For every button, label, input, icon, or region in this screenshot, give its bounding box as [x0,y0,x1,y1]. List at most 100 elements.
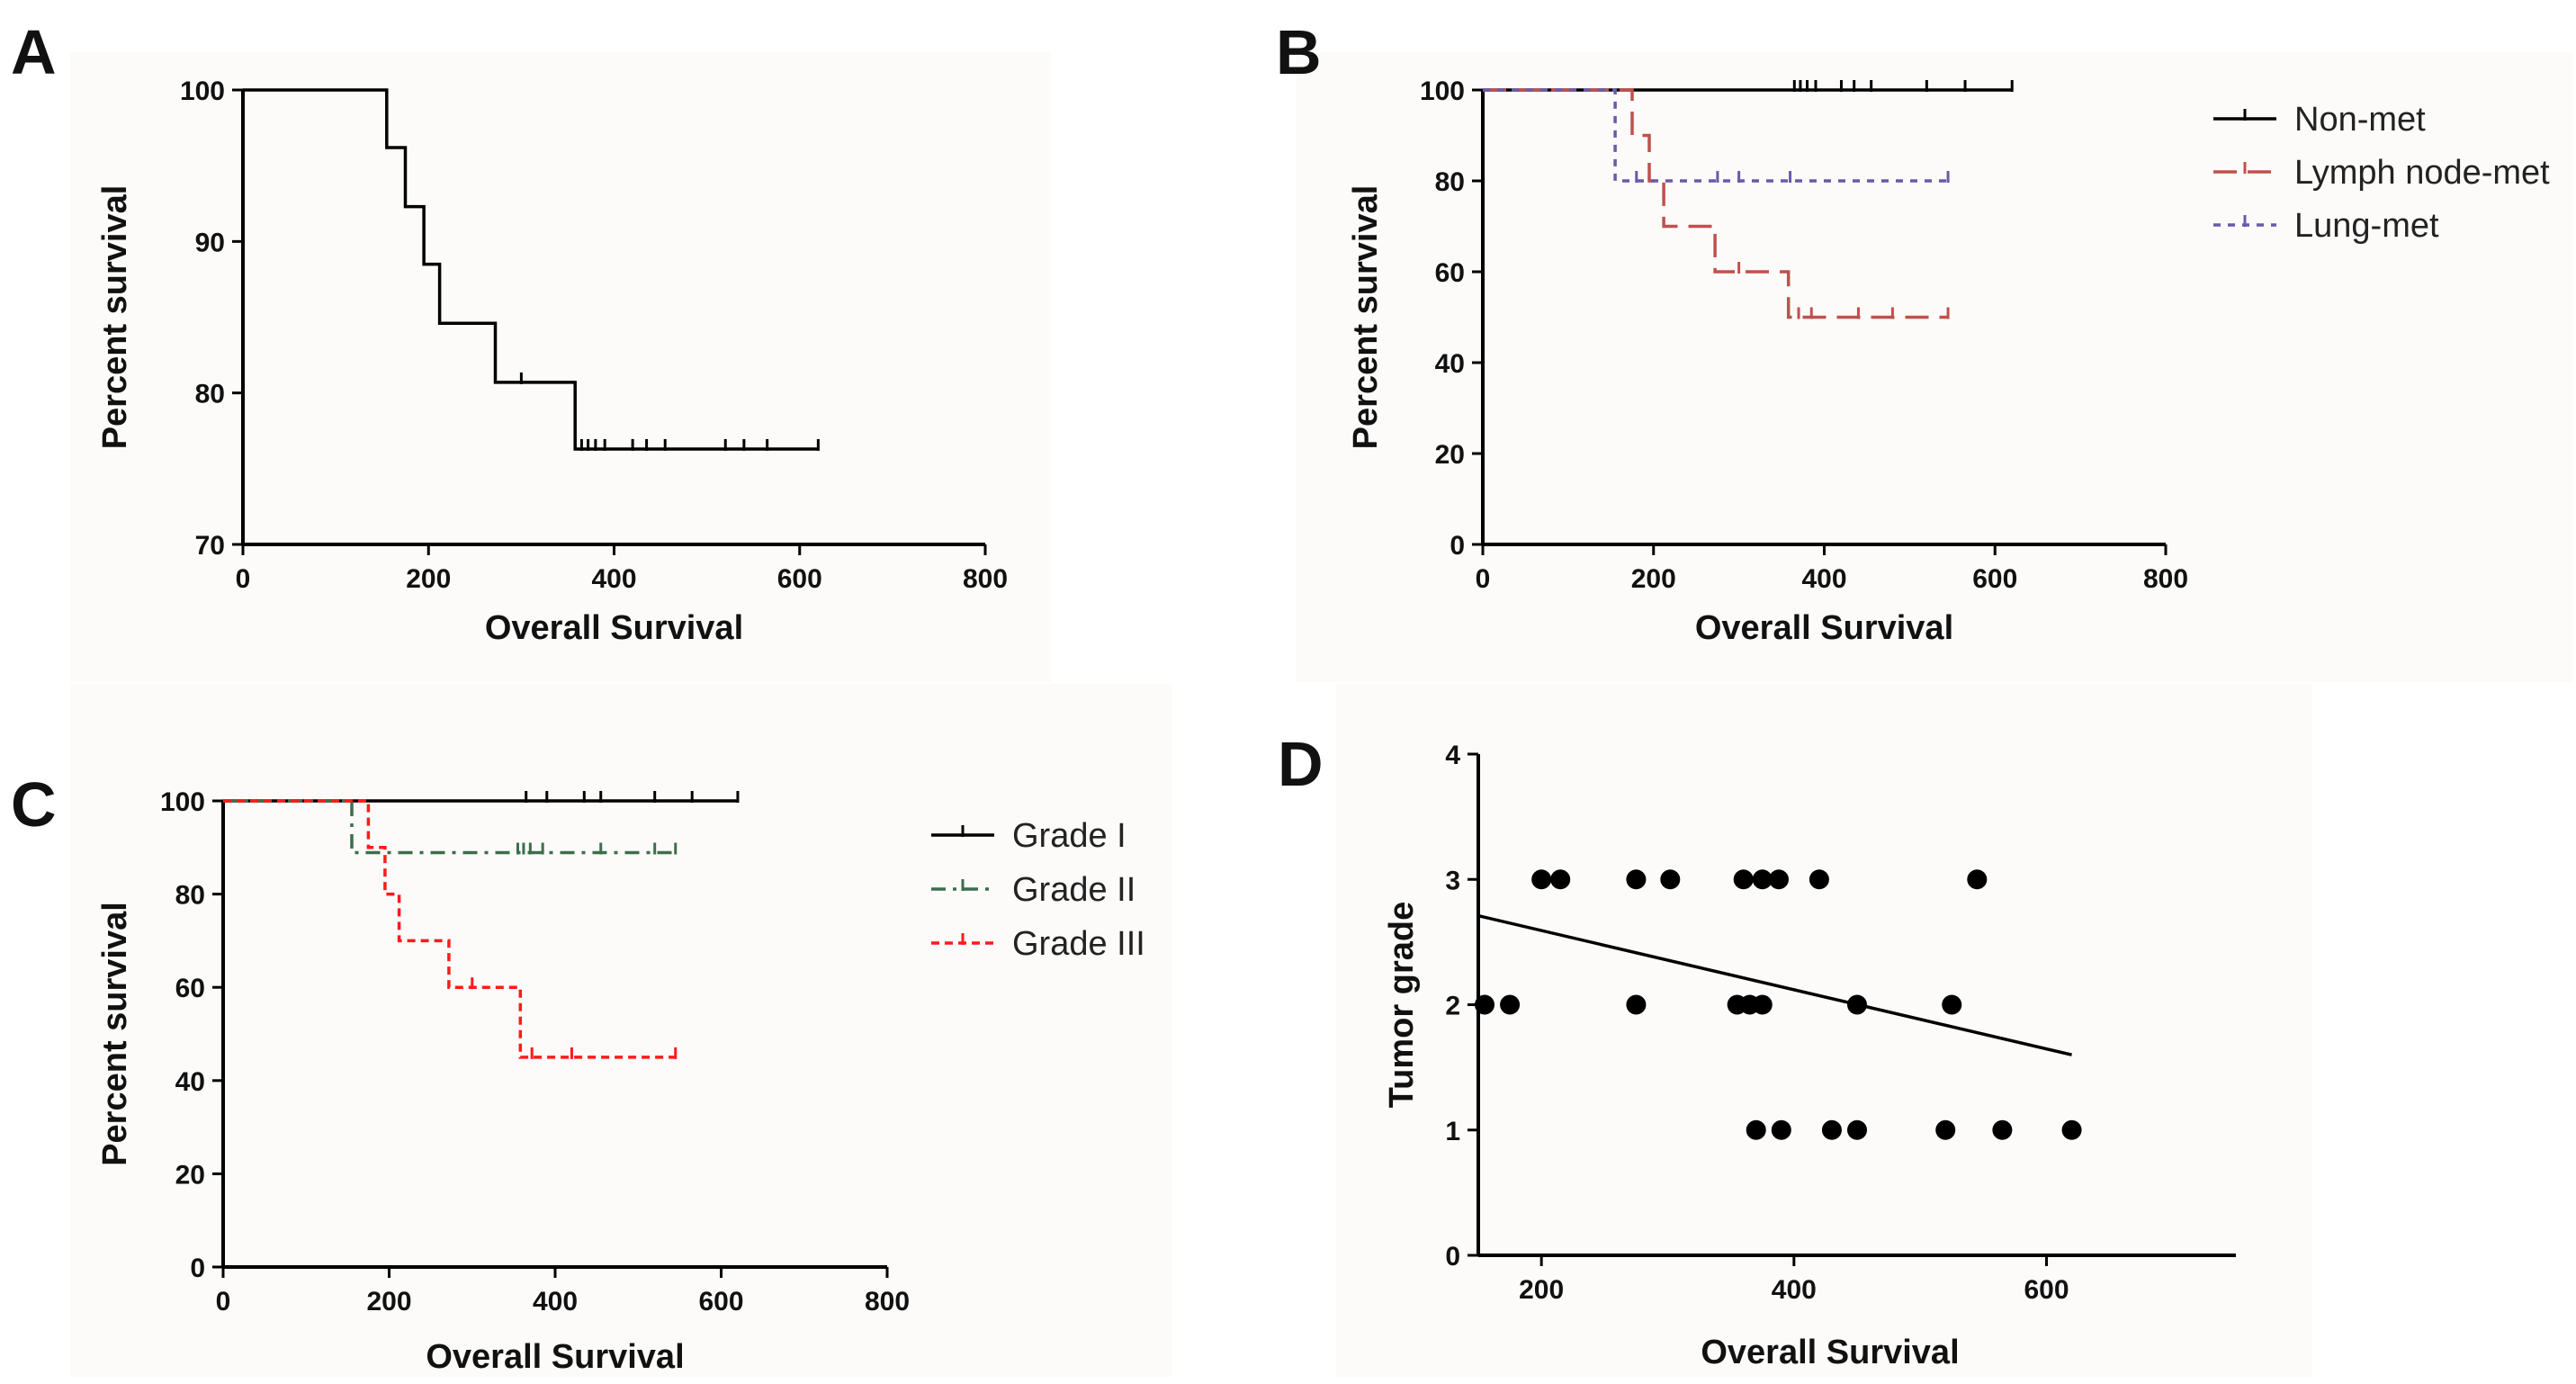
x-tick-label: 600 [2024,1275,2069,1305]
x-tick-label: 400 [591,564,636,594]
x-axis-title: Overall Survival [1701,1334,1959,1371]
data-point [1771,1119,1791,1140]
x-tick-label: 600 [698,1287,743,1317]
y-tick-label: 70 [195,531,225,561]
legend-label: Grade II [1012,871,1135,909]
y-tick-label: 80 [195,380,225,409]
x-tick-label: 200 [366,1287,411,1317]
legend-item: Lymph node-met [2213,154,2550,192]
x-tick-label: 200 [1631,564,1676,594]
panel-a: A 0 200 400 600 800 70 80 90 100 Overall Survival P… [11,17,1051,682]
y-tick-label: 4 [1445,741,1460,770]
y-tick-label: 100 [1420,76,1465,106]
panel-background [1336,684,2312,1377]
y-axis-title: Tumor grade [1383,902,1421,1108]
data-point [1935,1119,1956,1140]
legend-item: Grade II [931,871,1135,909]
legend-item: Grade I [931,817,1126,855]
panel-background [1296,52,2573,682]
data-point [1475,994,1495,1015]
data-point [1752,994,1773,1015]
y-axis-title: Percent survival [96,185,134,450]
y-tick-label: 0 [1445,1242,1460,1272]
x-tick-label: 800 [2143,564,2188,594]
x-tick-label: 400 [1801,564,1846,594]
y-axis-title: Percent survival [96,902,134,1166]
data-point [1500,994,1521,1015]
x-tick-label: 400 [1772,1275,1817,1305]
data-point [1809,869,1829,890]
survival-curve [1483,88,1949,183]
panel-label: D [1278,729,1324,799]
legend-label: Non-met [2294,101,2426,139]
data-point [1847,1119,1867,1140]
survival-curve [223,799,676,855]
x-tick-label: 200 [406,564,451,594]
series-lymph-node-met [1483,88,1950,319]
data-point [2061,1119,2082,1140]
series-lung-met [1483,88,1950,183]
x-tick-label: 0 [236,564,251,594]
panel-label: C [11,769,57,840]
data-point [1942,994,1962,1015]
y-axis-title: Percent survival [1347,185,1385,450]
data-point [1821,1119,1842,1140]
legend-item: Grade III [931,925,1145,963]
y-tick-label: 0 [1450,531,1465,561]
survival-curve [1483,88,1949,319]
y-tick-label: 2 [1445,992,1460,1021]
y-tick-label: 80 [175,881,205,911]
x-tick-label: 600 [777,564,822,594]
y-tick-label: 40 [1435,349,1465,379]
data-point [1992,1119,2013,1140]
y-tick-label: 40 [175,1067,205,1097]
legend-item: Non-met [2213,101,2426,139]
series-grade-iii [223,799,678,1059]
legend-label: Lung-met [2294,207,2439,245]
panel-c: C 0 200 400 600 800 0 20 40 60 80 100 Overall Surviv… [11,684,1172,1377]
y-tick-label: 80 [1435,167,1465,197]
panel-b: B 0 200 400 600 800 0 20 40 60 80 100 Overall Surviv… [1276,17,2573,682]
legend-item: Lung-met [2213,207,2439,245]
data-point [1768,869,1789,890]
y-tick-label: 100 [180,76,225,106]
x-tick-label: 600 [1972,564,2017,594]
legend-label: Grade I [1012,817,1126,855]
legend-label: Lymph node-met [2294,154,2550,192]
x-axis-title: Overall Survival [1695,609,1953,647]
y-tick-label: 60 [1435,258,1465,288]
panel-background [70,52,1051,682]
series-all-patients [243,88,820,451]
y-tick-label: 1 [1445,1117,1460,1146]
regression-line [1477,913,2072,1056]
legend-label: Grade III [1012,925,1145,963]
data-point [1847,994,1867,1015]
panel-d: D 200 400 600 0 1 2 3 4 Overall Survival Tumor gra… [1278,684,2312,1377]
x-axis-title: Overall Survival [426,1338,684,1376]
x-tick-label: 0 [216,1287,231,1317]
x-axis-title: Overall Survival [485,609,743,647]
y-tick-label: 3 [1445,866,1460,895]
series-grade-ii [223,799,678,855]
y-tick-label: 60 [175,974,205,1003]
data-point [1531,869,1552,890]
x-tick-label: 800 [865,1287,910,1317]
data-point [1967,869,1988,890]
panel-label: A [11,17,57,87]
data-point [1626,994,1647,1015]
data-point [1746,1119,1766,1140]
x-tick-label: 200 [1519,1275,1564,1305]
y-tick-label: 0 [190,1254,205,1283]
y-tick-label: 20 [175,1160,205,1190]
panel-label: B [1276,17,1322,87]
data-point [1660,869,1681,890]
panel-background [70,684,1172,1377]
y-tick-label: 100 [160,787,205,817]
x-tick-label: 0 [1476,564,1491,594]
data-point [1626,869,1647,890]
data-point [1550,869,1571,890]
data-point [1733,869,1754,890]
y-tick-label: 90 [195,228,225,257]
y-tick-label: 20 [1435,440,1465,470]
